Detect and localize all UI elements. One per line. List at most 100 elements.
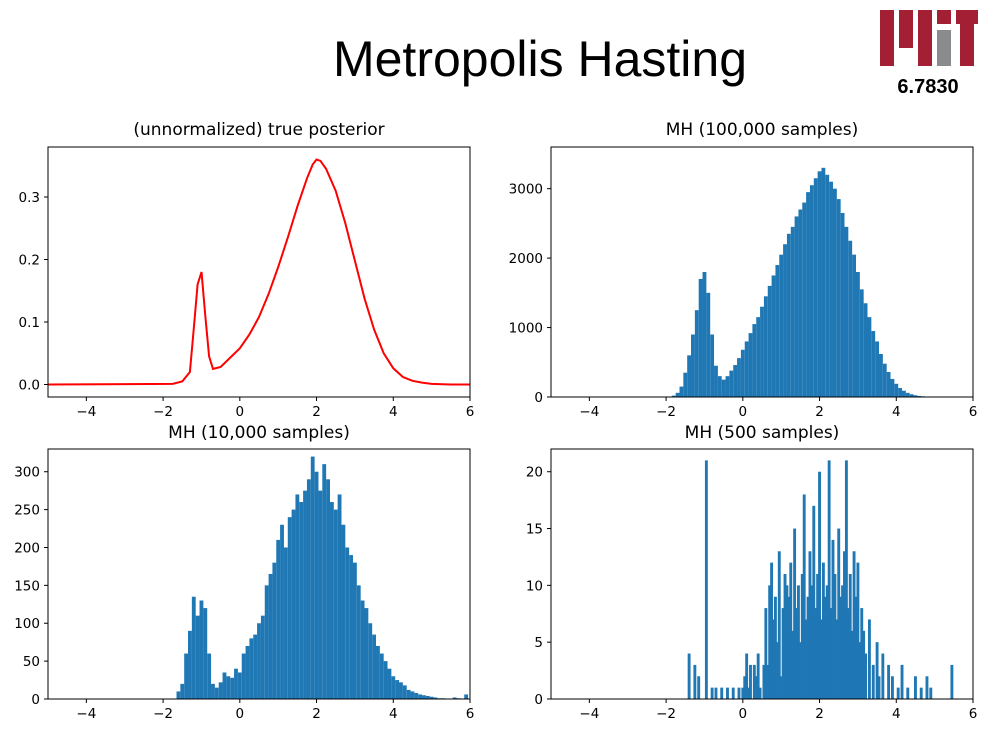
chart-4-bar	[804, 619, 808, 699]
chart-2-bar	[687, 355, 692, 397]
chart-3-bar	[226, 676, 231, 699]
chart-3-bar	[464, 694, 469, 699]
chart-3-bar	[414, 692, 419, 699]
chart-3-bar	[372, 634, 377, 699]
chart-4-bar	[802, 494, 806, 699]
chart-2-title: MH (100,000 samples)	[666, 120, 859, 140]
chart-3-bar	[207, 653, 212, 699]
chart-2-bar	[786, 233, 791, 397]
chart-3-bar	[360, 600, 365, 699]
chart-3-bar	[299, 502, 304, 699]
chart-2-bar	[779, 254, 784, 397]
chart-3-bar	[195, 615, 200, 699]
slide-title: Metropolis Hasting	[332, 31, 748, 87]
chart-1-y-tick-label: 0.3	[19, 190, 40, 206]
chart-3-bar	[241, 653, 246, 699]
chart-4-y-tick-label: 0	[534, 692, 543, 708]
chart-3-title: MH (10,000 samples)	[168, 423, 350, 443]
chart-2-bar	[794, 216, 799, 397]
chart-4-bar	[827, 460, 831, 699]
chart-4-bar	[756, 653, 760, 699]
chart-3-bar	[272, 562, 277, 699]
chart-2-bar	[698, 278, 703, 397]
chart-4-bar	[875, 642, 879, 699]
chart-2-bar	[848, 240, 853, 397]
chart-3-y-tick-label: 100	[14, 616, 40, 632]
chart-3-bar	[249, 638, 254, 699]
chart-4-bar	[770, 562, 774, 699]
chart-4-bar	[854, 596, 858, 699]
chart-2-bar	[748, 333, 753, 397]
chart-4-bar	[800, 574, 804, 699]
chart-2-bar	[879, 353, 883, 397]
chart-4-bar	[919, 687, 923, 699]
chart-4-bar	[806, 596, 810, 699]
chart-4-bar	[795, 608, 798, 699]
chart-4-bar	[789, 562, 793, 699]
chart-2-bar	[890, 378, 895, 397]
chart-1-x-tick-label: 6	[466, 404, 475, 420]
chart-2-bar	[783, 244, 787, 397]
chart-3-bar	[222, 672, 227, 699]
chart-4-bar	[714, 687, 718, 699]
chart-3-bar	[399, 682, 403, 699]
chart-2-bar	[867, 317, 872, 397]
chart-3-bar	[341, 524, 346, 699]
chart-4-bar	[798, 642, 802, 699]
chart-3-bar	[211, 683, 215, 699]
chart-1-frame	[47, 146, 471, 398]
chart-3-bar	[191, 596, 196, 699]
chart-3-bar	[218, 682, 223, 699]
chart-3-bar	[422, 695, 426, 699]
chart-2-bar	[909, 394, 914, 397]
chart-3-bar	[214, 687, 219, 699]
chart-3-bar	[237, 672, 242, 699]
chart-4-bar	[726, 687, 729, 699]
chart-4-bar	[785, 585, 789, 699]
chart-3-bar	[391, 676, 396, 699]
chart-2-bar	[898, 387, 903, 397]
chart-3-bar	[326, 479, 330, 699]
chart-4-bar	[814, 608, 818, 699]
chart-1-y-tick-label: 0.2	[19, 253, 40, 269]
chart-3-bar	[283, 547, 288, 699]
chart-4-bar	[775, 642, 779, 699]
chart-4-bar	[820, 619, 823, 699]
chart-2-bar	[790, 226, 795, 397]
chart-2-bar	[683, 372, 688, 397]
chart-4-bar	[877, 676, 881, 699]
chart-2-bar	[882, 363, 887, 397]
chart-2-bar	[756, 317, 761, 397]
chart-2-frame	[550, 146, 974, 398]
chart-3-bar	[234, 668, 238, 699]
chart-2-bar	[691, 334, 695, 397]
chart-3-bar	[433, 697, 438, 699]
chart-4-x-tick-label: 6	[969, 706, 978, 722]
chart-2-bar	[821, 167, 826, 397]
chart-4-bar	[818, 471, 821, 699]
chart-2-bar	[671, 395, 676, 397]
chart-4-bar	[867, 619, 871, 699]
chart-3-bar	[303, 490, 307, 699]
chart-2-bar	[798, 209, 803, 397]
chart-4-bar	[858, 642, 862, 699]
chart-2-bar	[829, 181, 833, 397]
chart-2-y-tick-label: 3000	[509, 182, 543, 198]
chart-3-bar	[402, 685, 407, 699]
chart-2-bar	[729, 370, 734, 397]
chart-4-bar	[837, 528, 841, 699]
chart-2-bar	[836, 199, 841, 397]
chart-1-x-tick-label: −2	[153, 404, 173, 420]
chart-4-bar	[864, 653, 868, 699]
chart-3-x-tick-label: 4	[389, 706, 398, 722]
chart-4-x-tick-label: 2	[815, 706, 824, 722]
chart-3-bar	[180, 683, 185, 699]
chart-3-y-tick-label: 50	[23, 654, 40, 670]
chart-2-bar	[902, 390, 906, 397]
chart-2-bar	[717, 376, 722, 397]
chart-3-y-tick-label: 150	[14, 578, 40, 594]
chart-3-bar	[295, 494, 300, 699]
chart-2-bar	[733, 365, 738, 397]
chart-4-bar	[925, 676, 929, 699]
chart-2-bar	[809, 185, 814, 397]
